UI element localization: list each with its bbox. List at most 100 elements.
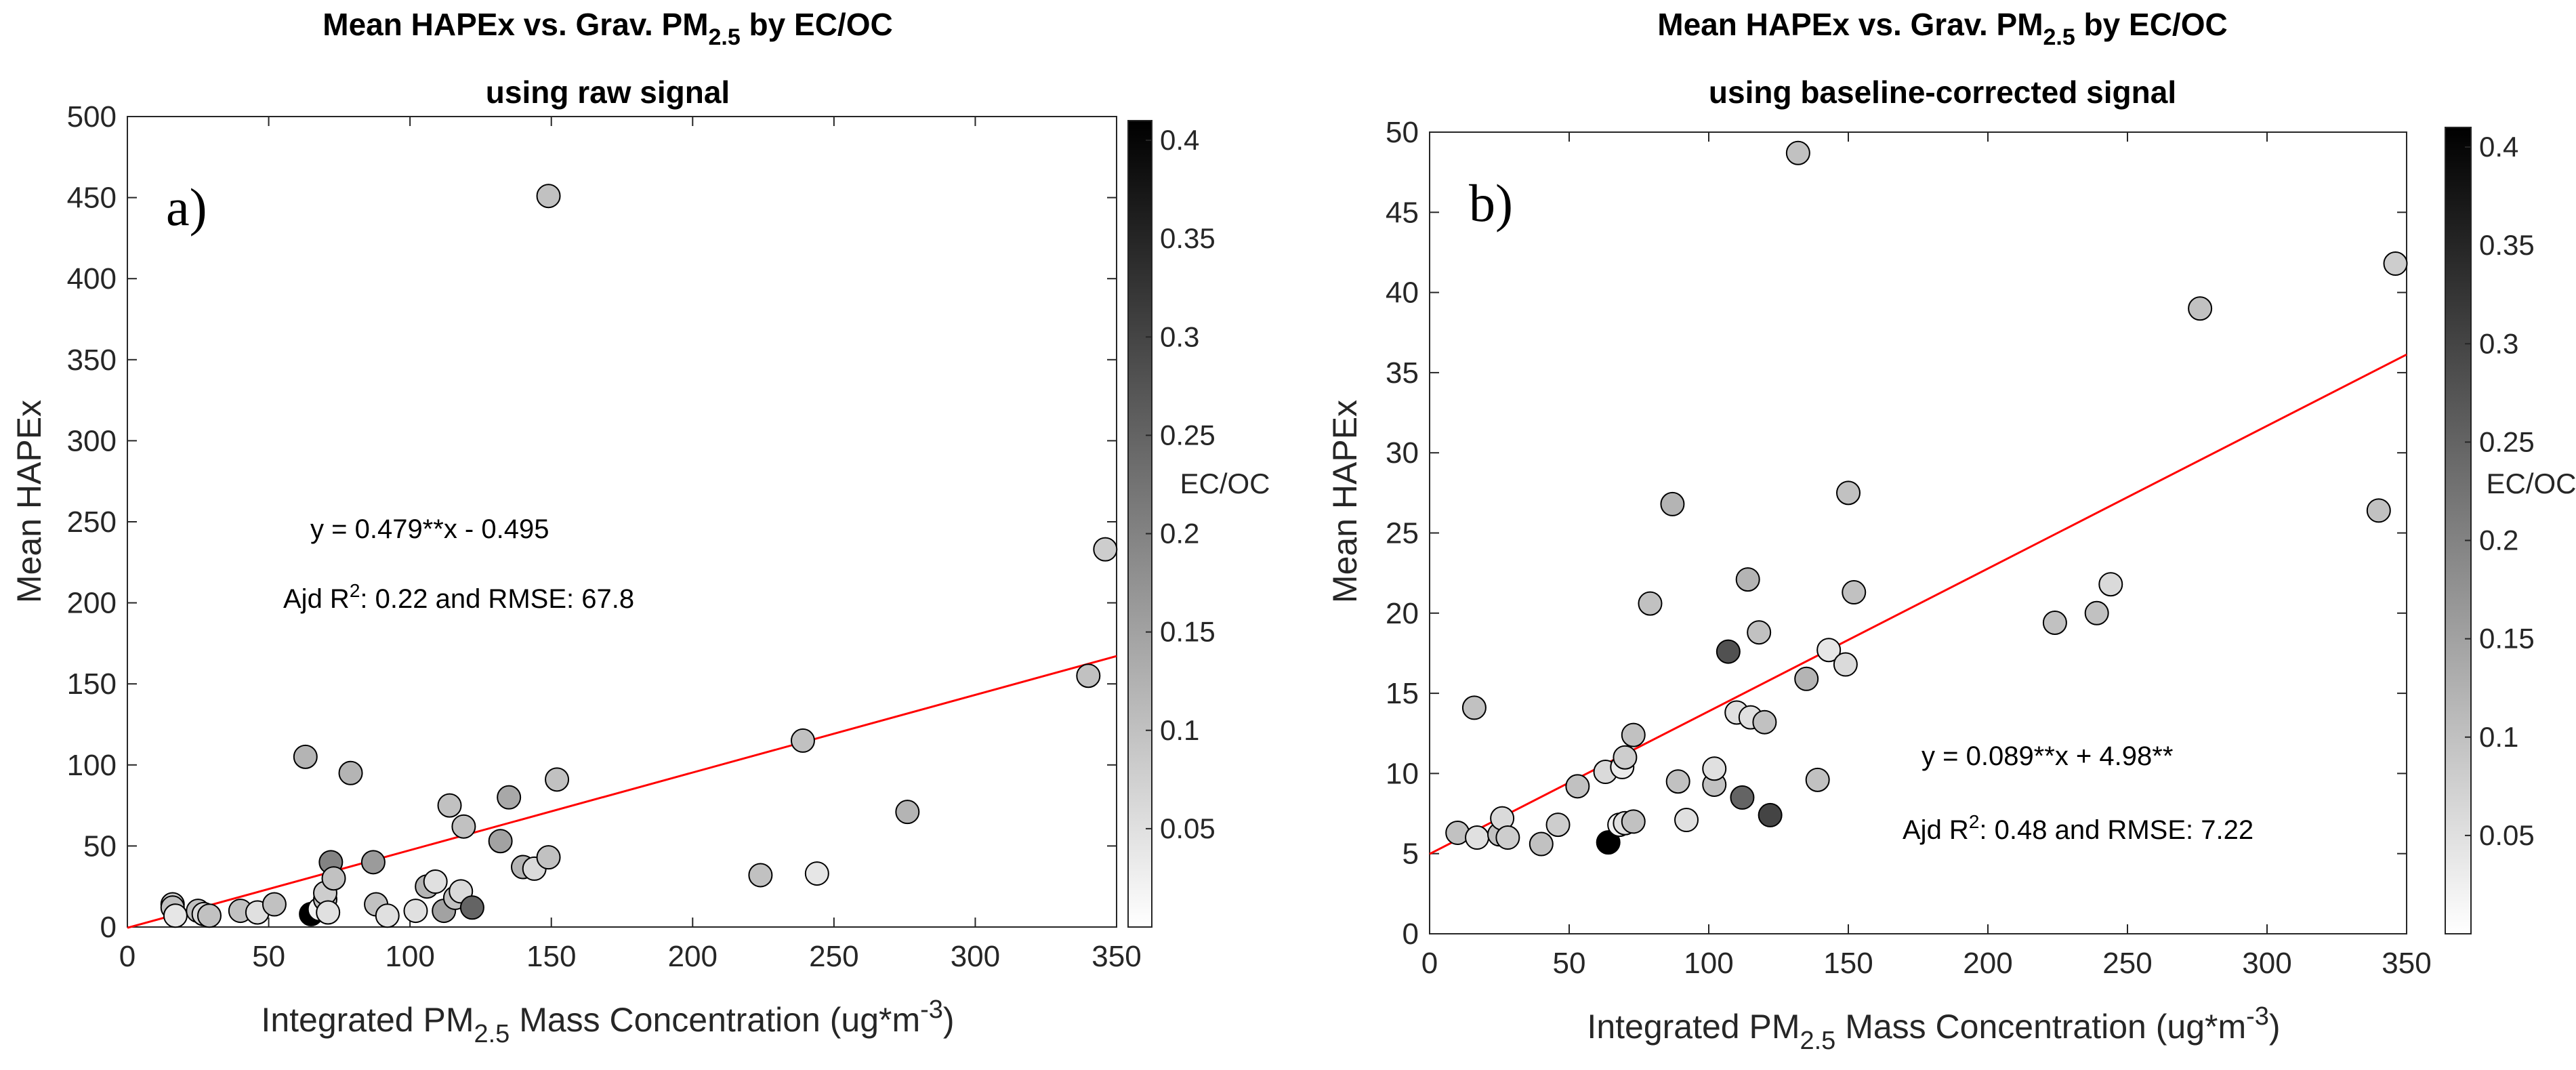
x-tick-label: 100 (385, 940, 434, 973)
colorbar-tick-label: 0.35 (2479, 229, 2535, 261)
x-tick-label: 250 (2102, 947, 2152, 980)
y-tick-label: 150 (67, 667, 117, 701)
x-axis-label: Integrated PM2.5 Mass Concentration (ug*… (261, 995, 954, 1048)
scatter-point (1465, 825, 1490, 850)
colorbar: 0.05 0.1 0.15 0.2 0.25 0.3 0.35 0.4 (1127, 120, 1216, 928)
scatter-point (1565, 774, 1590, 799)
y-tick-label: 0 (1403, 918, 1419, 951)
scatter-point (804, 861, 829, 886)
scatter-point (451, 814, 476, 839)
scatter-point (196, 903, 222, 928)
x-axis-label: Integrated PM2.5 Mass Concentration (ug*… (1587, 1002, 2280, 1055)
panel-letter: b) (1469, 173, 1513, 232)
scatter-point (360, 850, 386, 875)
y-tick-label: 35 (1386, 356, 1419, 390)
colorbar-tick-label: 0.1 (1160, 714, 1199, 746)
scatter-point (1842, 580, 1867, 605)
scatter-point (1076, 663, 1101, 688)
chart-title-line1: Mean HAPEx vs. Grav. PM2.5 by EC/OC (1657, 7, 2227, 50)
fit-stats: Ajd R2: 0.22 and RMSE: 67.8 (283, 580, 634, 614)
chart-panel-b: Mean HAPEx vs. Grav. PM2.5 by EC/OC usin… (1326, 7, 2576, 1055)
y-tick-label: 100 (67, 749, 117, 782)
scatter-point (375, 903, 400, 928)
y-tick-label: 50 (83, 829, 117, 863)
scatter-point (1836, 480, 1861, 506)
x-tick-label: 100 (1684, 947, 1733, 980)
colorbar-tick-label: 0.4 (2479, 131, 2518, 163)
scatter-point (1758, 802, 1783, 827)
scatter-point (2042, 610, 2067, 635)
colorbar-tick-label: 0.2 (2479, 524, 2518, 556)
scatter-point (437, 793, 462, 818)
scatter-point (1702, 756, 1727, 781)
x-tick-label: 350 (1092, 940, 1141, 973)
y-tick-label: 30 (1386, 436, 1419, 470)
colorbar-tick-label: 0.3 (1160, 321, 1199, 352)
colorbar-tick-label: 0.2 (1160, 518, 1199, 550)
colorbar-tick-label: 0.15 (2479, 623, 2535, 655)
y-tick-label: 15 (1386, 677, 1419, 710)
scatter-point (1621, 722, 1646, 747)
scatter-point (338, 760, 363, 785)
scatter-point (316, 900, 341, 925)
plot-area: 0 50 100 150 200 250 300 350 0 5 10 15 20 25 30 35 40 45 5… (1386, 116, 2432, 980)
y-tick-label: 50 (1386, 116, 1419, 149)
colorbar-tick-label: 0.25 (2479, 426, 2535, 457)
colorbar-tick-label: 0.05 (1160, 812, 1216, 844)
x-tick-label: 300 (2242, 947, 2291, 980)
fit-equation: y = 0.479**x - 0.495 (310, 514, 549, 544)
scatter-point (1747, 620, 1772, 645)
fit-equation: y = 0.089**x + 4.98** (1921, 741, 2173, 771)
colorbar-bar (1127, 120, 1152, 928)
y-tick-label: 20 (1386, 597, 1419, 630)
scatter-point (1752, 709, 1777, 735)
scatter-point (497, 785, 522, 810)
scatter-point (1805, 767, 1830, 792)
scatter-point (1638, 591, 1663, 616)
y-tick-label: 400 (67, 262, 117, 295)
scatter-point (790, 728, 815, 753)
chart-panel-a: Mean HAPEx vs. Grav. PM2.5 by EC/OC usin… (10, 7, 1270, 1048)
x-tick-label: 200 (1963, 947, 2012, 980)
scatter-point (1794, 666, 1819, 691)
scatter-point (1816, 638, 1842, 663)
x-tick-label: 250 (809, 940, 858, 973)
y-tick-label: 250 (67, 506, 117, 539)
y-tick-label: 200 (67, 587, 117, 620)
chart-title-line1: Mean HAPEx vs. Grav. PM2.5 by EC/OC (323, 7, 892, 50)
chart-title-line2: using baseline-corrected signal (1709, 75, 2176, 110)
scatter-point (321, 866, 346, 891)
scatter-point (1621, 809, 1646, 834)
scatter-point (1674, 808, 1699, 833)
scatter-point (2366, 498, 2391, 523)
y-tick-label: 350 (67, 344, 117, 377)
axes-box (1429, 131, 2407, 934)
colorbar-tick-label: 0.15 (1160, 616, 1216, 648)
x-tick-label: 300 (951, 940, 1000, 973)
colorbar-tick-label: 0.1 (2479, 721, 2518, 753)
scatter-point (1495, 825, 1520, 850)
scatter-point (1545, 812, 1571, 838)
scatter-point (2188, 296, 2213, 321)
scatter-point (1785, 140, 1810, 165)
scatter-point (1613, 745, 1638, 770)
scatter-point (748, 863, 773, 888)
x-tick-label: 50 (252, 940, 285, 973)
y-tick-label: 450 (67, 182, 117, 215)
scatter-point (1716, 639, 1741, 664)
panel-letter: a) (166, 178, 207, 236)
colorbar-tick-label: 0.05 (2479, 819, 2535, 851)
colorbar-label: EC/OC (2486, 468, 2576, 499)
fit-stats: Ajd R2: 0.48 and RMSE: 7.22 (1903, 811, 2253, 845)
scatter-point (1730, 785, 1755, 810)
colorbar-tick-label: 0.35 (1160, 222, 1216, 254)
scatter-point (262, 892, 287, 917)
chart-title-line2: using raw signal (486, 75, 730, 110)
colorbar-tick-label: 0.4 (1160, 124, 1199, 156)
scatter-point (536, 184, 561, 209)
y-axis-label: Mean HAPEx (10, 400, 48, 603)
scatter-point (895, 800, 920, 825)
y-tick-label: 300 (67, 424, 117, 457)
y-tick-label: 5 (1403, 838, 1419, 871)
